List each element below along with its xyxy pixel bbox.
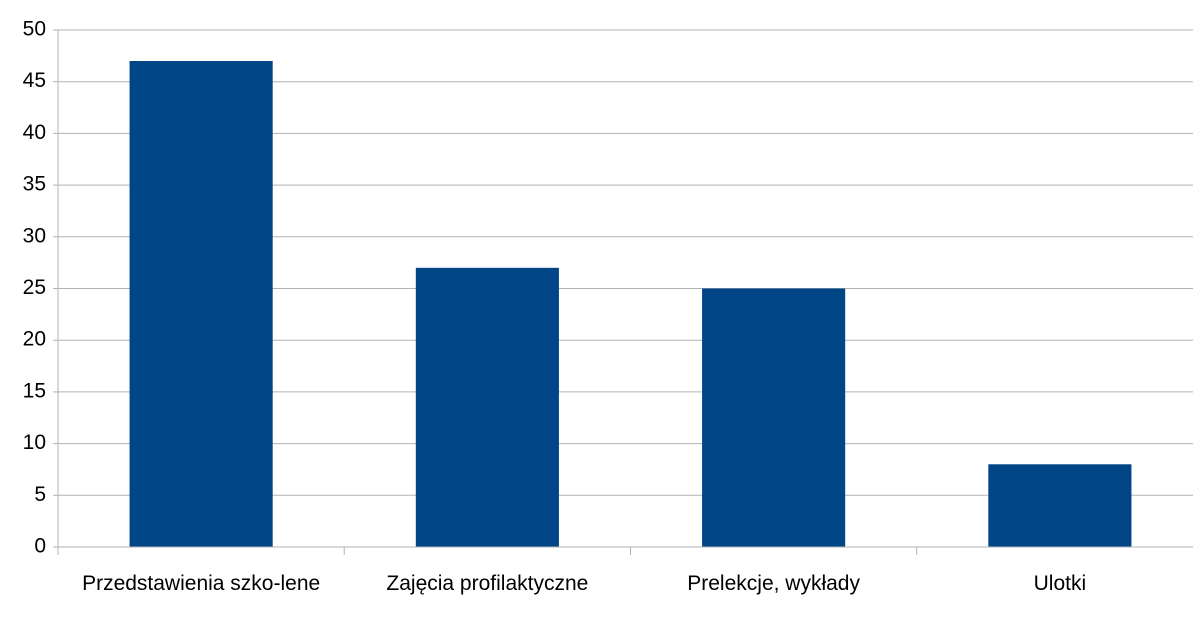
x-tick-label: Prelekcje, wykłady [687, 572, 860, 595]
x-tick-label: Przedstawienia szko-lene [82, 572, 321, 595]
y-tick-label: 0 [34, 535, 46, 558]
bar [415, 267, 559, 547]
x-tick-label: Ulotki [1033, 572, 1087, 595]
y-tick-label: 35 [23, 173, 46, 196]
y-tick-label: 10 [23, 431, 46, 454]
bar [702, 288, 846, 547]
y-tick-label: 40 [23, 121, 46, 144]
y-tick-label: 45 [23, 69, 46, 92]
bar [129, 61, 273, 548]
bar [988, 464, 1132, 547]
y-tick-label: 50 [23, 18, 46, 41]
y-tick-label: 25 [23, 276, 46, 299]
y-tick-label: 20 [23, 328, 46, 351]
y-tick-label: 15 [23, 379, 46, 402]
y-tick-label: 5 [34, 483, 46, 506]
x-tick-label: Zajęcia profilaktyczne [386, 572, 589, 595]
y-tick-label: 30 [23, 224, 46, 247]
